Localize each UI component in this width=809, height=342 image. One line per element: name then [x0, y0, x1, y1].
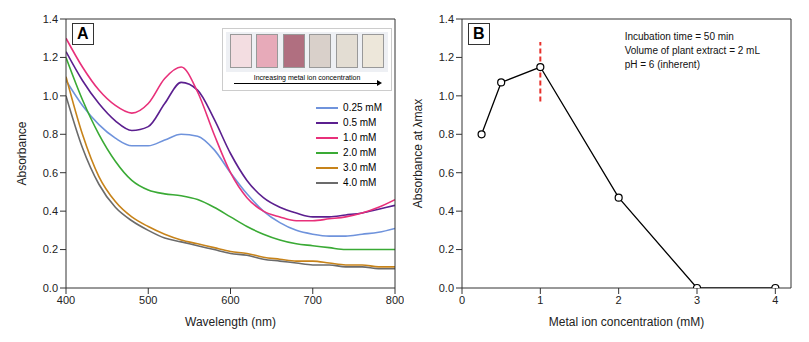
svg-text:1.4: 1.4	[43, 13, 58, 25]
svg-text:0.6: 0.6	[43, 167, 58, 179]
html-text:pH = 6 (inherent): pH = 6 (inherent)	[624, 59, 700, 70]
html-text:Increasing metal ion concentra: Increasing metal ion concentration	[253, 74, 361, 81]
html-text:Volume of plant extract = 2 mL: Volume of plant extract = 2 mL	[624, 45, 760, 56]
svg-text:0.8: 0.8	[439, 128, 454, 140]
svg-text:0.6: 0.6	[439, 167, 454, 179]
svg-text:500: 500	[139, 294, 157, 306]
html-text:1.0 mM: 1.0 mM	[343, 132, 377, 143]
svg-text:1.0: 1.0	[439, 90, 454, 102]
svg-text:800: 800	[386, 294, 404, 306]
svg-text:600: 600	[221, 294, 239, 306]
html-text:0.25 mM: 0.25 mM	[343, 102, 382, 113]
svg-text:4: 4	[772, 294, 778, 306]
svg-text:700: 700	[304, 294, 322, 306]
svg-text:1.2: 1.2	[439, 51, 454, 63]
svg-text:1.4: 1.4	[439, 13, 454, 25]
svg-text:Absorbance at λmax: Absorbance at λmax	[411, 99, 425, 208]
svg-text:0.4: 0.4	[439, 205, 454, 217]
svg-text:Absorbance: Absorbance	[15, 121, 29, 185]
svg-text:Wavelength (nm): Wavelength (nm)	[185, 315, 276, 329]
svg-text:2: 2	[616, 294, 622, 306]
html-text:B: B	[473, 25, 485, 42]
html-text:4.0 mM: 4.0 mM	[343, 177, 377, 188]
html-text:3.0 mM: 3.0 mM	[343, 162, 377, 173]
svg-text:0.4: 0.4	[43, 205, 58, 217]
html-text:A: A	[77, 25, 89, 42]
html-text:Incubation time = 50 min: Incubation time = 50 min	[624, 31, 734, 42]
svg-text:1.2: 1.2	[43, 51, 58, 63]
svg-text:0: 0	[459, 294, 465, 306]
svg-text:0.0: 0.0	[439, 282, 454, 294]
html-text:2.0 mM: 2.0 mM	[343, 147, 377, 158]
svg-text:1: 1	[537, 294, 543, 306]
html-text:0.5 mM: 0.5 mM	[343, 117, 377, 128]
svg-text:1.0: 1.0	[43, 90, 58, 102]
svg-text:Metal ion concentration (mM): Metal ion concentration (mM)	[549, 315, 704, 329]
svg-text:0.0: 0.0	[43, 282, 58, 294]
svg-text:3: 3	[694, 294, 700, 306]
svg-text:0.2: 0.2	[43, 243, 58, 255]
svg-text:400: 400	[57, 294, 75, 306]
svg-text:0.2: 0.2	[439, 243, 454, 255]
svg-text:0.8: 0.8	[43, 128, 58, 140]
